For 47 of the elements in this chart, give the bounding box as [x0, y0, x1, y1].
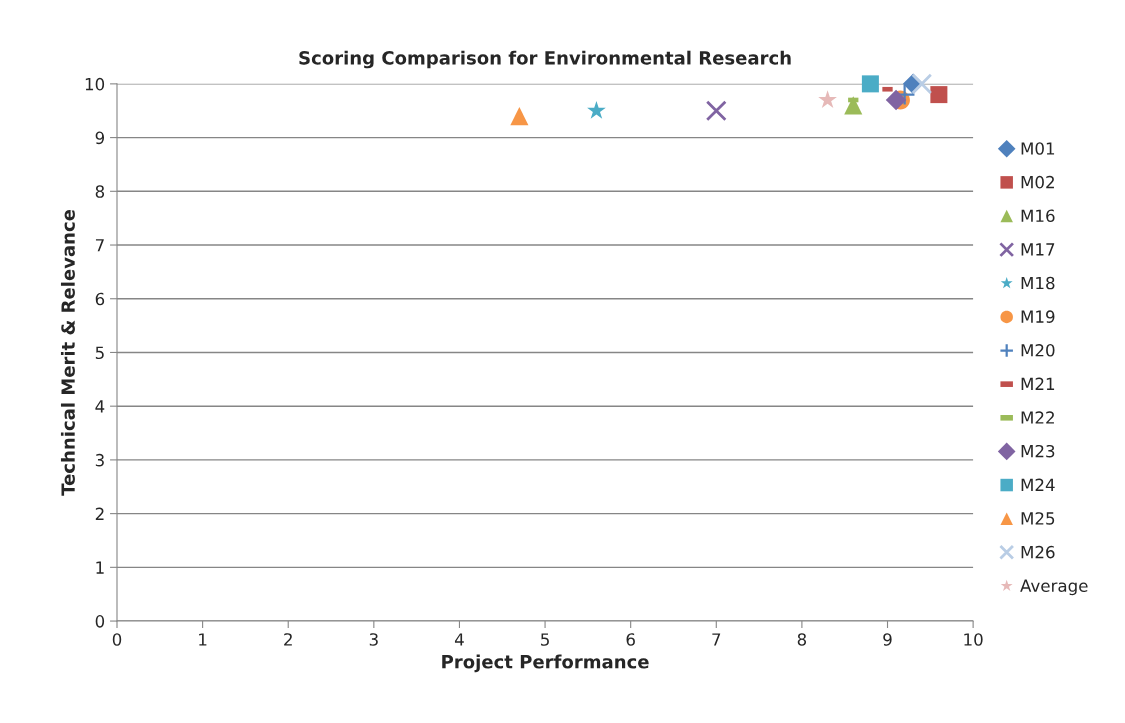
- legend-label: M24: [1021, 478, 1055, 491]
- x-tick-label: 1: [199, 633, 207, 646]
- y-tick-label: 7: [95, 239, 104, 252]
- x-tick-label: 10: [964, 633, 983, 646]
- x-tick-label: 3: [369, 633, 378, 646]
- legend-label: M02: [1021, 175, 1054, 189]
- legend-label: M19: [1021, 310, 1055, 323]
- x-tick-label: 0: [112, 633, 122, 646]
- point: [911, 73, 933, 95]
- y-tick-label: 4: [95, 400, 105, 413]
- y-tick-label: 3: [95, 453, 104, 467]
- point: [510, 107, 529, 126]
- legend-label: M16: [1021, 209, 1055, 223]
- x-tick-label: 6: [626, 633, 635, 646]
- point: [861, 75, 879, 93]
- legend-label: M25: [1021, 512, 1055, 525]
- legend-label: M17: [1021, 243, 1055, 256]
- y-tick-label: 8: [95, 185, 105, 198]
- x-tick-label: 5: [541, 633, 549, 646]
- x-axis-title: Project Performance: [442, 654, 649, 673]
- x-tick-label: 2: [284, 633, 292, 646]
- legend-label: M20: [1021, 343, 1055, 357]
- y-tick-label: 1: [96, 561, 104, 574]
- point: [930, 86, 948, 104]
- legend-label: M21: [1021, 377, 1055, 390]
- legend-label: M18: [1021, 276, 1055, 290]
- y-tick-label: 6: [95, 292, 105, 306]
- legend-label: M01: [1021, 142, 1055, 155]
- y-axis-title: Technical Merit & Relevance: [60, 209, 75, 496]
- x-tick-label: 9: [883, 633, 892, 646]
- x-tick-label: 8: [797, 633, 807, 646]
- point: [818, 90, 837, 108]
- legend-label: Average: [1020, 579, 1088, 596]
- x-tick-label: 4: [454, 633, 464, 646]
- legend-label: M23: [1021, 444, 1055, 458]
- y-tick-label: 5: [95, 346, 104, 360]
- legend-label: M22: [1021, 411, 1054, 424]
- x-tick-label: 7: [712, 633, 721, 646]
- y-tick-label: 0: [95, 615, 105, 628]
- chart-title: Scoring Comparison for Environmental Research: [299, 50, 791, 69]
- y-tick-label: 10: [85, 77, 105, 91]
- y-tick-label: 9: [95, 131, 105, 145]
- point: [885, 89, 907, 111]
- point: [705, 100, 727, 122]
- y-tick-label: 2: [95, 507, 104, 520]
- point: [587, 100, 606, 119]
- legend-label: M26: [1021, 545, 1055, 559]
